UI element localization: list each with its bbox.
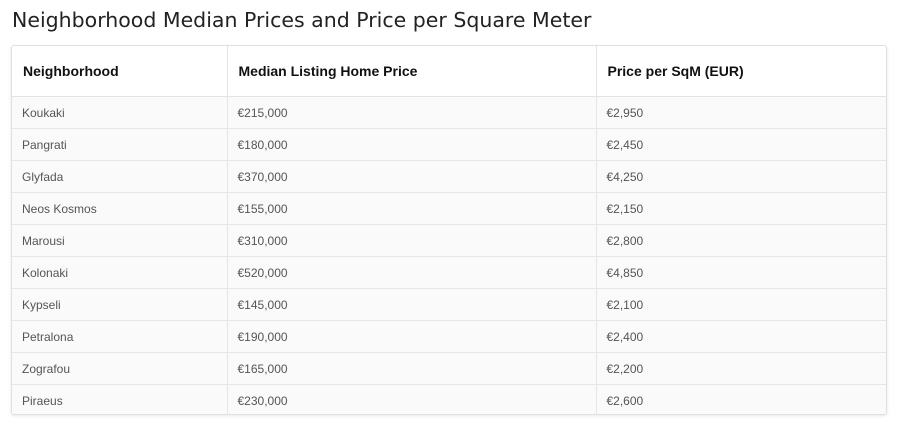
cell-median-price: €230,000	[227, 384, 597, 414]
cell-neighborhood: Pangrati	[12, 128, 228, 161]
cell-price-per-sqm: €2,400	[596, 320, 886, 353]
cell-neighborhood: Zografou	[12, 352, 228, 385]
cell-neighborhood: Glyfada	[12, 160, 228, 193]
cell-median-price: €520,000	[227, 256, 597, 289]
table-row: Kolonaki €520,000 €4,850	[12, 256, 886, 289]
table-row: Neos Kosmos €155,000 €2,150	[12, 192, 886, 225]
cell-neighborhood: Petralona	[12, 320, 228, 353]
cell-price-per-sqm: €2,150	[596, 192, 886, 225]
cell-neighborhood: Marousi	[12, 224, 228, 257]
cell-price-per-sqm: €2,600	[596, 384, 886, 414]
cell-price-per-sqm: €2,800	[596, 224, 886, 257]
column-header-price-per-sqm: Price per SqM (EUR)	[596, 46, 886, 97]
price-table-container: Neighborhood Median Listing Home Price P…	[11, 45, 887, 415]
cell-price-per-sqm: €4,250	[596, 160, 886, 193]
cell-neighborhood: Koukaki	[12, 96, 228, 129]
cell-price-per-sqm: €2,950	[596, 96, 886, 129]
table-row: Petralona €190,000 €2,400	[12, 320, 886, 353]
table-row: Koukaki €215,000 €2,950	[12, 96, 886, 129]
column-header-median-price: Median Listing Home Price	[227, 46, 597, 97]
table-row: Kypseli €145,000 €2,100	[12, 288, 886, 321]
cell-price-per-sqm: €2,200	[596, 352, 886, 385]
cell-median-price: €310,000	[227, 224, 597, 257]
table-body: Koukaki €215,000 €2,950 Pangrati €180,00…	[12, 96, 886, 414]
table-row: Zografou €165,000 €2,200	[12, 352, 886, 385]
column-header-neighborhood: Neighborhood	[12, 46, 228, 97]
table-row: Glyfada €370,000 €4,250	[12, 160, 886, 193]
table-row: Piraeus €230,000 €2,600	[12, 384, 886, 414]
cell-price-per-sqm: €2,100	[596, 288, 886, 321]
table-row: Marousi €310,000 €2,800	[12, 224, 886, 257]
table-header-row: Neighborhood Median Listing Home Price P…	[12, 46, 886, 97]
cell-neighborhood: Piraeus	[12, 384, 228, 414]
cell-neighborhood: Neos Kosmos	[12, 192, 228, 225]
cell-median-price: €165,000	[227, 352, 597, 385]
table-row: Pangrati €180,000 €2,450	[12, 128, 886, 161]
cell-median-price: €190,000	[227, 320, 597, 353]
cell-median-price: €155,000	[227, 192, 597, 225]
cell-neighborhood: Kypseli	[12, 288, 228, 321]
price-table: Neighborhood Median Listing Home Price P…	[12, 46, 886, 414]
cell-median-price: €180,000	[227, 128, 597, 161]
cell-median-price: €215,000	[227, 96, 597, 129]
cell-median-price: €370,000	[227, 160, 597, 193]
cell-neighborhood: Kolonaki	[12, 256, 228, 289]
page-title: Neighborhood Median Prices and Price per…	[12, 8, 592, 32]
cell-median-price: €145,000	[227, 288, 597, 321]
cell-price-per-sqm: €4,850	[596, 256, 886, 289]
cell-price-per-sqm: €2,450	[596, 128, 886, 161]
